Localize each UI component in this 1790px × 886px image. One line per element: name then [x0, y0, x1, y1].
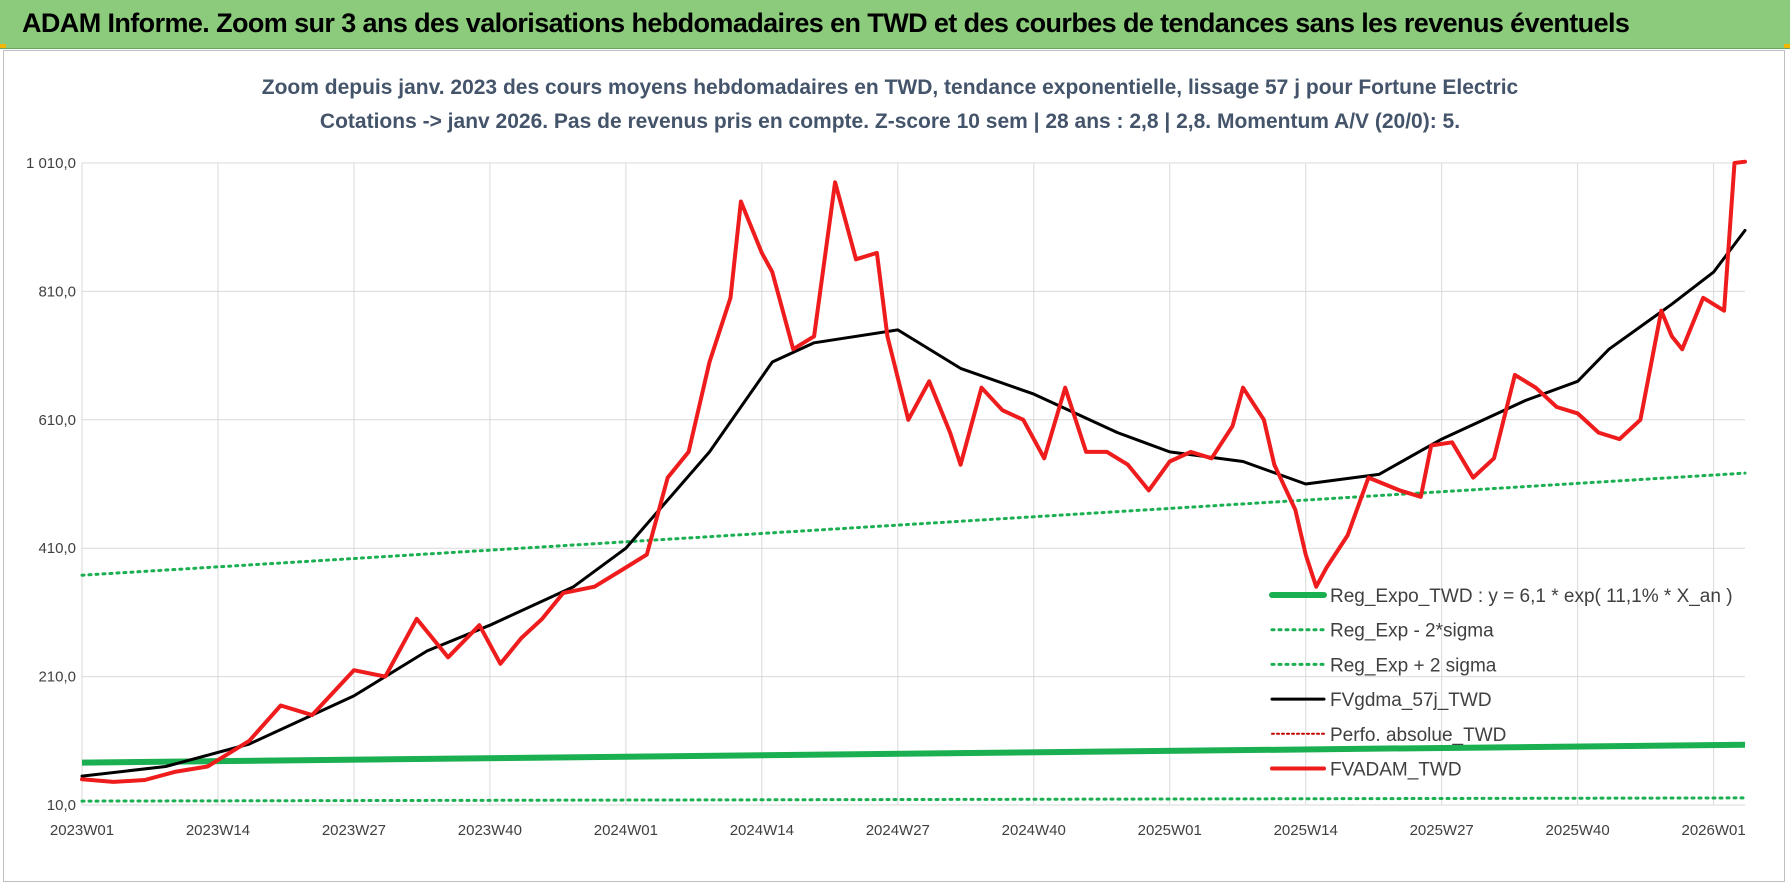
- title-banner: ADAM Informe. Zoom sur 3 ans des valoris…: [0, 0, 1790, 49]
- x-tick-label: 2023W14: [186, 822, 250, 839]
- chart-subtitle-1: Zoom depuis janv. 2023 des cours moyens …: [262, 76, 1519, 99]
- x-tick-label: 2025W01: [1138, 822, 1202, 839]
- x-tick-label: 2024W01: [594, 822, 658, 839]
- x-axis-ticks: 2023W01 2023W14 2023W27 2023W40 2024W01 2024W…: [50, 822, 1746, 839]
- series-reg-exp-minus-2sigma: [80, 796, 1747, 803]
- x-tick-label: 2026W01: [1682, 822, 1746, 839]
- series-lines: [80, 159, 1747, 803]
- legend-label: Reg_Exp + 2 sigma: [1330, 655, 1497, 676]
- chart-frame: [3, 50, 1785, 882]
- x-tick-label: 2025W14: [1274, 822, 1338, 839]
- gridlines: [81, 162, 1745, 806]
- x-tick-label: 2024W27: [866, 822, 930, 839]
- banner-corner-right: [1784, 44, 1790, 48]
- banner-corner-left: [0, 44, 6, 48]
- series-reg-exp-plus-2sigma: [80, 471, 1747, 577]
- legend-label: Perfo. absolue_TWD: [1330, 725, 1506, 746]
- x-tick-label: 2024W40: [1002, 822, 1066, 839]
- chart-subtitle-2: Cotations -> janv 2026. Pas de revenus p…: [320, 110, 1460, 133]
- y-tick-label: 810,0: [38, 283, 76, 300]
- legend-label: FVADAM_TWD: [1330, 760, 1462, 781]
- x-tick-label: 2023W27: [322, 822, 386, 839]
- y-tick-label: 1 010,0: [26, 155, 76, 172]
- series-fvadam: [80, 159, 1747, 784]
- y-tick-label: 610,0: [38, 412, 76, 429]
- legend: Reg_Expo_TWD : y = 6,1 * exp( 11,1% * X_…: [1269, 586, 1733, 781]
- x-tick-label: 2024W14: [730, 822, 794, 839]
- y-axis-ticks: 1 010,0 810,0 610,0 410,0 210,0 10,0: [26, 155, 76, 814]
- x-tick-label: 2023W40: [458, 822, 522, 839]
- legend-label: FVgdma_57j_TWD: [1330, 690, 1492, 711]
- x-tick-label: 2023W01: [50, 822, 114, 839]
- legend-label: Reg_Exp - 2*sigma: [1330, 621, 1494, 642]
- y-tick-label: 210,0: [38, 669, 76, 686]
- y-tick-label: 10,0: [47, 797, 76, 814]
- y-tick-label: 410,0: [38, 540, 76, 557]
- legend-label: Reg_Expo_TWD : y = 6,1 * exp( 11,1% * X_…: [1330, 586, 1733, 607]
- series-reg-expo: [81, 741, 1746, 766]
- report-title: ADAM Informe. Zoom sur 3 ans des valoris…: [22, 8, 1630, 38]
- x-tick-label: 2025W40: [1546, 822, 1610, 839]
- x-tick-label: 2025W27: [1410, 822, 1474, 839]
